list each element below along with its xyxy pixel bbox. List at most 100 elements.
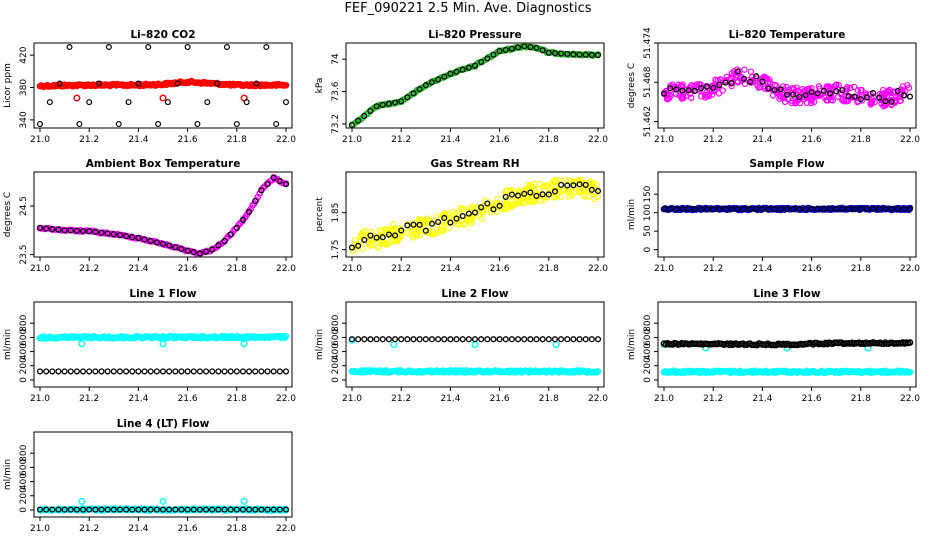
x-tick-label: 21.0 — [342, 264, 362, 274]
series-2-5-min-ave — [348, 43, 602, 129]
average-point — [153, 368, 160, 375]
y-axis-label: ml/min — [3, 459, 13, 490]
average-point — [539, 191, 546, 198]
data-point — [478, 215, 485, 222]
average-point — [900, 205, 907, 213]
average-point — [178, 245, 185, 253]
x-tick-label: 21.6 — [178, 264, 198, 274]
average-point — [533, 336, 540, 343]
average-point — [110, 231, 117, 238]
data-point — [493, 201, 500, 208]
series-all — [660, 367, 914, 377]
data-point — [503, 196, 511, 204]
data-point — [880, 98, 887, 105]
average-point — [747, 78, 754, 85]
average-point — [135, 368, 142, 375]
average-point — [227, 506, 234, 513]
data-point — [585, 193, 592, 200]
average-point — [697, 85, 704, 92]
data-point — [705, 92, 713, 100]
average-point — [588, 336, 595, 343]
plot-frame — [657, 301, 917, 388]
average-point — [190, 506, 197, 513]
average-point — [172, 506, 179, 513]
chart-rh: Gas Stream RH percent 21.0 21.2 21.4 21.6 21.8… — [315, 158, 608, 274]
chart-line4: Line 4 (LT) Flow ml/min 21.0 21.2 21.4 21.6 21… — [3, 418, 296, 534]
average-point — [67, 506, 74, 513]
average-point — [502, 46, 509, 53]
average-point — [147, 368, 154, 375]
series-all — [36, 173, 290, 257]
x-tick-label: 22.0 — [900, 264, 920, 274]
average-point — [447, 219, 454, 226]
plot-frame — [345, 171, 605, 258]
x-tick-label: 21.6 — [490, 394, 510, 404]
average-point — [184, 506, 191, 513]
average-point — [851, 93, 858, 100]
average-point — [826, 90, 834, 97]
average-point — [459, 213, 466, 220]
x-tick-label: 21.2 — [79, 135, 99, 145]
y-tick-label: 200 — [19, 487, 29, 504]
average-point — [428, 79, 436, 86]
plot-frame — [33, 431, 293, 518]
y-tick-label: 0 — [643, 377, 653, 383]
average-point — [246, 208, 253, 215]
data-point — [374, 244, 382, 251]
average-point — [233, 368, 240, 375]
average-point — [747, 205, 754, 213]
y-axis-label: degrees C — [3, 192, 13, 237]
average-point — [471, 336, 479, 343]
average-point — [123, 368, 130, 375]
y-tick-label: 51.474 — [643, 27, 653, 59]
x-tick-label: 21.6 — [802, 135, 822, 145]
average-point — [36, 368, 44, 375]
x-tick-label: 21.0 — [654, 135, 674, 145]
average-point — [367, 336, 374, 343]
average-point — [86, 368, 93, 375]
average-point — [258, 187, 265, 194]
data-point — [390, 221, 397, 228]
average-point — [508, 191, 515, 198]
average-point — [545, 191, 552, 198]
average-point — [416, 86, 423, 93]
average-point — [283, 99, 290, 106]
data-point — [747, 68, 755, 75]
average-point — [826, 205, 834, 213]
y-tick-label: 1.85 — [331, 203, 341, 223]
average-point — [80, 506, 87, 513]
average-point — [888, 205, 895, 213]
data-point — [351, 236, 359, 244]
average-point — [441, 336, 448, 343]
average-point — [73, 227, 80, 234]
data-point — [854, 98, 861, 106]
average-point — [783, 205, 791, 213]
average-point — [282, 181, 290, 188]
data-point — [761, 85, 769, 92]
average-point — [159, 240, 167, 247]
data-point — [594, 368, 602, 375]
outlier-point — [73, 94, 81, 102]
average-point — [49, 368, 56, 375]
data-point — [575, 187, 582, 195]
data-point — [417, 232, 424, 239]
data-point — [367, 236, 374, 243]
y-tick-label: 600 — [19, 459, 29, 476]
average-point — [246, 506, 253, 513]
plot-frame — [657, 42, 917, 129]
chart-co2: Li–820 CO2 Licor ppm 21.0 21.2 21.4 21.6 21.8 2… — [3, 29, 296, 145]
average-point — [465, 336, 472, 343]
average-point — [80, 227, 87, 235]
average-point — [484, 200, 491, 207]
average-point — [398, 98, 405, 105]
data-point — [715, 90, 723, 97]
average-point — [870, 205, 877, 213]
average-point — [141, 368, 148, 375]
average-point — [882, 205, 889, 213]
average-point — [203, 248, 210, 255]
average-point — [576, 181, 583, 188]
average-point — [539, 47, 546, 54]
average-point — [710, 84, 717, 91]
average-point — [410, 221, 417, 228]
x-tick-label: 21.0 — [30, 264, 50, 274]
